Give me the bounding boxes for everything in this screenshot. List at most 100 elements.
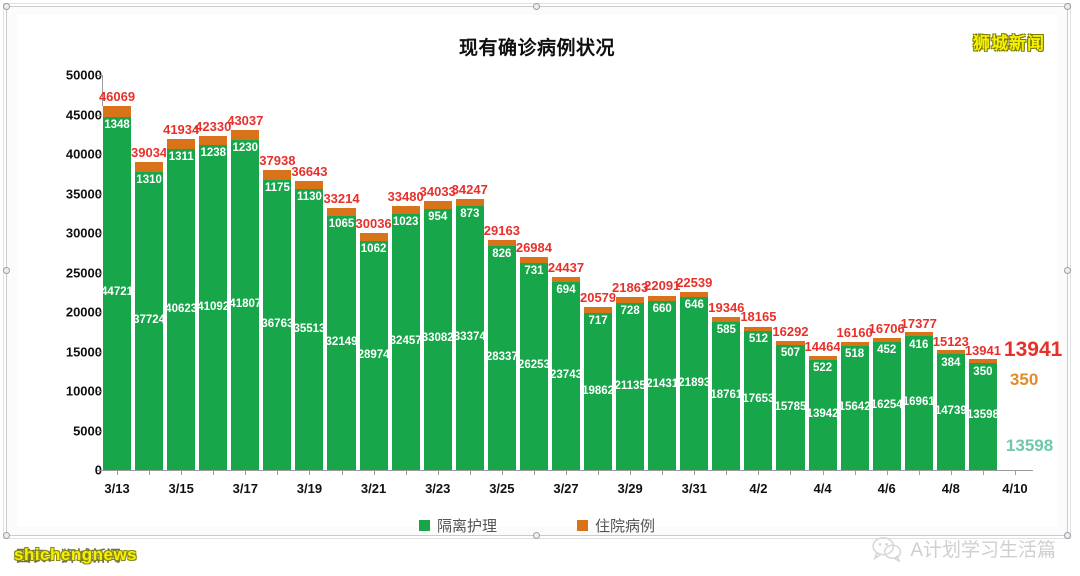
x-axis-tick-mark <box>886 470 888 475</box>
bar-group[interactable] <box>518 75 549 470</box>
bar-segment-hospital[interactable] <box>647 295 678 301</box>
bar-segment-isolation[interactable] <box>518 262 549 470</box>
bar-segment-isolation[interactable] <box>134 171 165 470</box>
bar-group[interactable] <box>102 75 133 470</box>
y-axis-tick-mark <box>97 154 102 155</box>
bar-group[interactable] <box>198 75 229 470</box>
bar-segment-hospital[interactable] <box>871 337 902 342</box>
bar-group[interactable] <box>903 75 934 470</box>
bar-segment-isolation[interactable] <box>871 341 902 470</box>
resize-handle-bottom-left[interactable] <box>3 532 10 539</box>
bar-group[interactable] <box>743 75 774 470</box>
bar-label-hospital: 522 <box>812 361 833 374</box>
bar-segment-isolation[interactable] <box>743 330 774 470</box>
bar-segment-isolation[interactable] <box>166 149 197 470</box>
bar-segment-hospital[interactable] <box>775 341 806 346</box>
bar-segment-hospital[interactable] <box>518 256 549 263</box>
bar-segment-hospital[interactable] <box>743 326 774 331</box>
bar-group[interactable] <box>230 75 261 470</box>
chart-plot-panel[interactable]: 现有确诊病例状况 狮城新闻 05000100001500020000250003… <box>17 15 1062 535</box>
bar-group[interactable] <box>775 75 806 470</box>
bar-group[interactable] <box>166 75 197 470</box>
bar-group[interactable] <box>294 75 325 470</box>
bar-segment-isolation[interactable] <box>903 336 934 470</box>
chart-object[interactable]: 现有确诊病例状况 狮城新闻 05000100001500020000250003… <box>3 3 1071 539</box>
bar-segment-hospital[interactable] <box>166 138 197 150</box>
bar-segment-hospital[interactable] <box>615 297 646 304</box>
resize-handle-middle-left[interactable] <box>3 267 10 274</box>
bar-segment-hospital[interactable] <box>839 342 870 347</box>
bar-segment-hospital[interactable] <box>358 232 389 242</box>
bar-segment-hospital[interactable] <box>967 358 998 363</box>
bar-group[interactable] <box>679 75 710 470</box>
bar-segment-hospital[interactable] <box>903 332 934 337</box>
bar-segment-isolation[interactable] <box>775 345 806 470</box>
bar-segment-isolation[interactable] <box>679 297 710 470</box>
bar-segment-hospital[interactable] <box>422 201 453 209</box>
bar-segment-hospital[interactable] <box>326 207 357 217</box>
resize-handle-bottom-middle[interactable] <box>533 532 540 539</box>
bar-group[interactable] <box>134 75 165 470</box>
bar-group[interactable] <box>615 75 646 470</box>
resize-handle-middle-right[interactable] <box>1064 267 1071 274</box>
bar-group[interactable] <box>454 75 485 470</box>
resize-handle-top-middle[interactable] <box>533 3 540 10</box>
bar-segment-isolation[interactable] <box>615 303 646 470</box>
resize-handle-top-right[interactable] <box>1064 3 1071 10</box>
bar-segment-isolation[interactable] <box>294 189 325 470</box>
bar-group[interactable] <box>358 75 389 470</box>
bar-group[interactable] <box>326 75 357 470</box>
bar-segment-hospital[interactable] <box>294 180 325 190</box>
bar-segment-hospital[interactable] <box>134 161 165 172</box>
bar-segment-isolation[interactable] <box>647 300 678 470</box>
bar-segment-isolation[interactable] <box>839 346 870 470</box>
bar-segment-isolation[interactable] <box>454 206 485 470</box>
bar-group[interactable] <box>647 75 678 470</box>
bar-segment-isolation[interactable] <box>358 241 389 470</box>
bar-segment-hospital[interactable] <box>102 106 133 117</box>
bar-segment-hospital[interactable] <box>198 135 229 146</box>
bar-segment-isolation[interactable] <box>102 116 133 470</box>
bar-group[interactable] <box>583 75 614 470</box>
resize-handle-bottom-right[interactable] <box>1064 532 1071 539</box>
bar-segment-isolation[interactable] <box>390 213 421 470</box>
bar-segment-hospital[interactable] <box>711 317 742 322</box>
bar-group[interactable] <box>390 75 421 470</box>
bar-segment-hospital[interactable] <box>807 355 838 360</box>
legend-item[interactable]: 住院病例 <box>577 515 655 536</box>
bar-group[interactable] <box>486 75 517 470</box>
bar-segment-isolation[interactable] <box>230 139 261 470</box>
legend-item[interactable]: 隔离护理 <box>418 515 497 536</box>
bar-segment-isolation[interactable] <box>198 145 229 470</box>
bar-group[interactable] <box>807 75 838 470</box>
bar-segment-isolation[interactable] <box>807 359 838 470</box>
bar-group[interactable] <box>422 75 453 470</box>
bar-segment-hospital[interactable] <box>486 239 517 247</box>
bar-group[interactable] <box>871 75 902 470</box>
bar-segment-isolation[interactable] <box>486 246 517 470</box>
bar-segment-isolation[interactable] <box>262 179 293 470</box>
bar-group[interactable] <box>711 75 742 470</box>
bar-segment-hospital[interactable] <box>550 276 582 283</box>
bar-segment-isolation[interactable] <box>935 353 966 470</box>
bar-segment-isolation[interactable] <box>711 321 742 470</box>
bar-segment-isolation[interactable] <box>422 208 453 470</box>
bar-segment-isolation[interactable] <box>583 313 614 470</box>
bar-segment-hospital[interactable] <box>679 291 710 298</box>
bar-segment-hospital[interactable] <box>583 307 614 314</box>
bar-group[interactable] <box>967 75 998 470</box>
bar-segment-isolation[interactable] <box>550 282 582 470</box>
bar-segment-isolation[interactable] <box>967 362 998 470</box>
bar-segment-hospital[interactable] <box>454 199 485 207</box>
x-axis-tick-mark <box>469 470 471 475</box>
bar-group[interactable] <box>935 75 966 470</box>
bar-segment-hospital[interactable] <box>230 130 261 140</box>
resize-handle-top-left[interactable] <box>3 3 10 10</box>
bar-segment-hospital[interactable] <box>390 205 421 214</box>
bar-segment-hospital[interactable] <box>935 349 966 354</box>
bar-group[interactable] <box>550 75 582 470</box>
bar-group[interactable] <box>839 75 870 470</box>
bar-segment-hospital[interactable] <box>262 170 293 180</box>
bar-segment-isolation[interactable] <box>326 216 357 470</box>
bar-group[interactable] <box>262 75 293 470</box>
